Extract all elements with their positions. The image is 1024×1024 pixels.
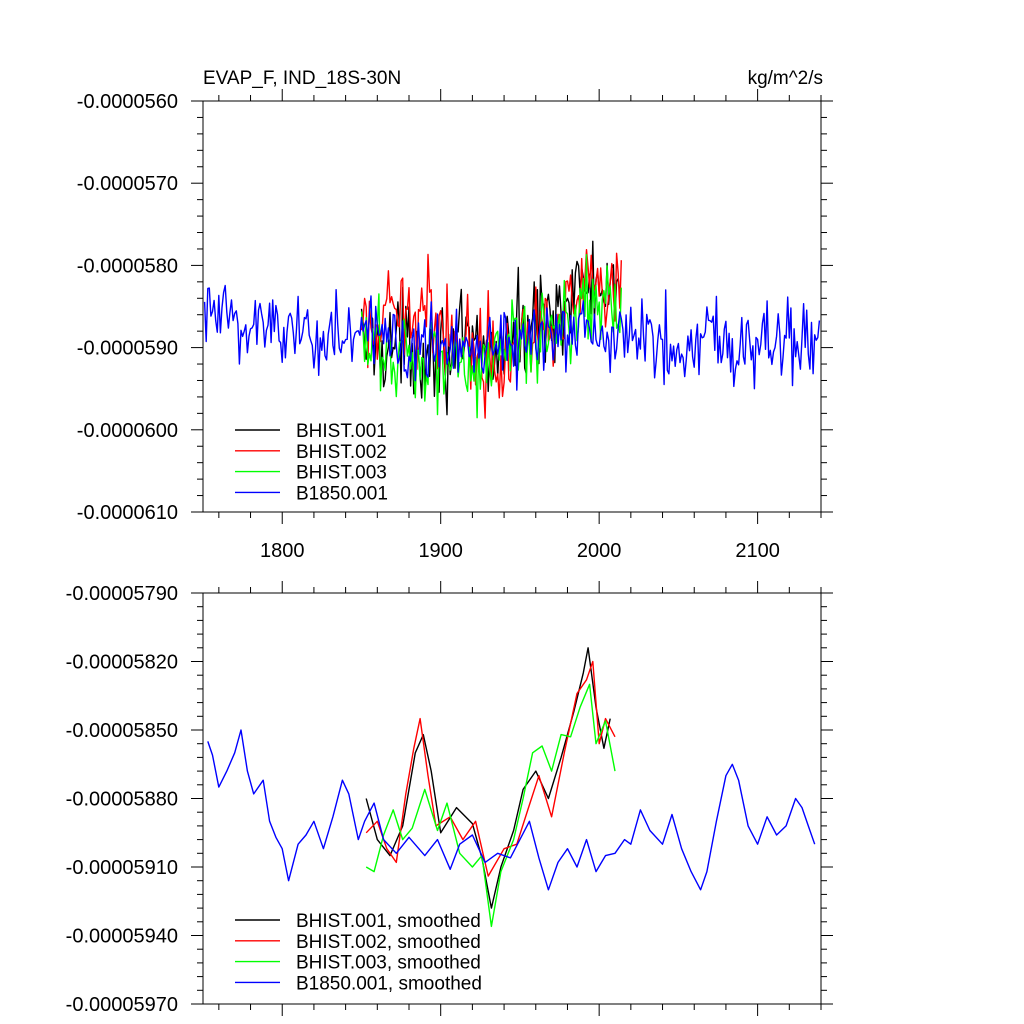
bottom-series [207, 647, 816, 928]
top-series-line-4 [203, 284, 821, 391]
bottom-series-line-4 [207, 729, 816, 891]
top-legend-label-1: BHIST.001 [296, 421, 387, 442]
bottom-legend-label-2: BHIST.002, smoothed [296, 932, 481, 953]
top-y-tick-label: -0.0000570 [77, 173, 178, 195]
top-y-tick-label: -0.0000610 [77, 502, 178, 524]
top-x-tick-label: 1900 [418, 540, 463, 562]
top-x-tick-label: 2100 [735, 540, 780, 562]
bottom-legend-label-3: BHIST.003, smoothed [296, 953, 481, 974]
bottom-y-tick-label: -0.00005910 [66, 857, 178, 879]
bottom-ticks: -0.00005790 -0.00005820 -0.00005850 -0.0000… [66, 581, 833, 1016]
top-y-tick-label: -0.0000600 [77, 420, 178, 442]
top-legend-label-3: BHIST.003 [296, 463, 387, 484]
top-plot-frame [202, 100, 822, 513]
bottom-y-tick-label: -0.00005820 [66, 652, 178, 674]
bottom-y-tick-label: -0.00005850 [66, 720, 178, 742]
bottom-y-tick-label: -0.00005880 [66, 789, 178, 811]
top-panel: EVAP_F, IND_18S-30N kg/m^2/s 1800 1900 200… [77, 68, 833, 562]
top-legend-label-4: B1850.001 [296, 483, 388, 504]
top-panel-title: EVAP_F, IND_18S-30N [203, 68, 401, 89]
bottom-y-tick-label: -0.00005970 [66, 994, 178, 1016]
bottom-y-tick-label: -0.00005940 [66, 926, 178, 948]
bottom-series-line-3 [365, 683, 616, 928]
bottom-legend-label-1: BHIST.001, smoothed [296, 911, 481, 932]
bottom-y-tick-label: -0.00005790 [66, 583, 178, 605]
top-series [203, 240, 821, 419]
bottom-panel: -0.00005790 -0.00005820 -0.00005850 -0.0000… [66, 581, 833, 1016]
top-y-tick-label: -0.0000590 [77, 338, 178, 360]
bottom-series-line-2 [365, 660, 616, 877]
bottom-series-line-1 [365, 647, 611, 909]
top-y-tick-label: -0.0000580 [77, 255, 178, 277]
top-x-tick-label: 2000 [577, 540, 622, 562]
top-legend-label-2: BHIST.002 [296, 442, 387, 463]
top-panel-units: kg/m^2/s [748, 68, 823, 89]
top-y-tick-label: -0.0000560 [77, 91, 178, 113]
top-x-tick-label: 1800 [260, 540, 305, 562]
bottom-legend-label-4: B1850.001, smoothed [296, 973, 482, 994]
top-ticks: 1800 1900 2000 2100 -0.0000560 -0.0000570 -0.0… [77, 89, 833, 562]
